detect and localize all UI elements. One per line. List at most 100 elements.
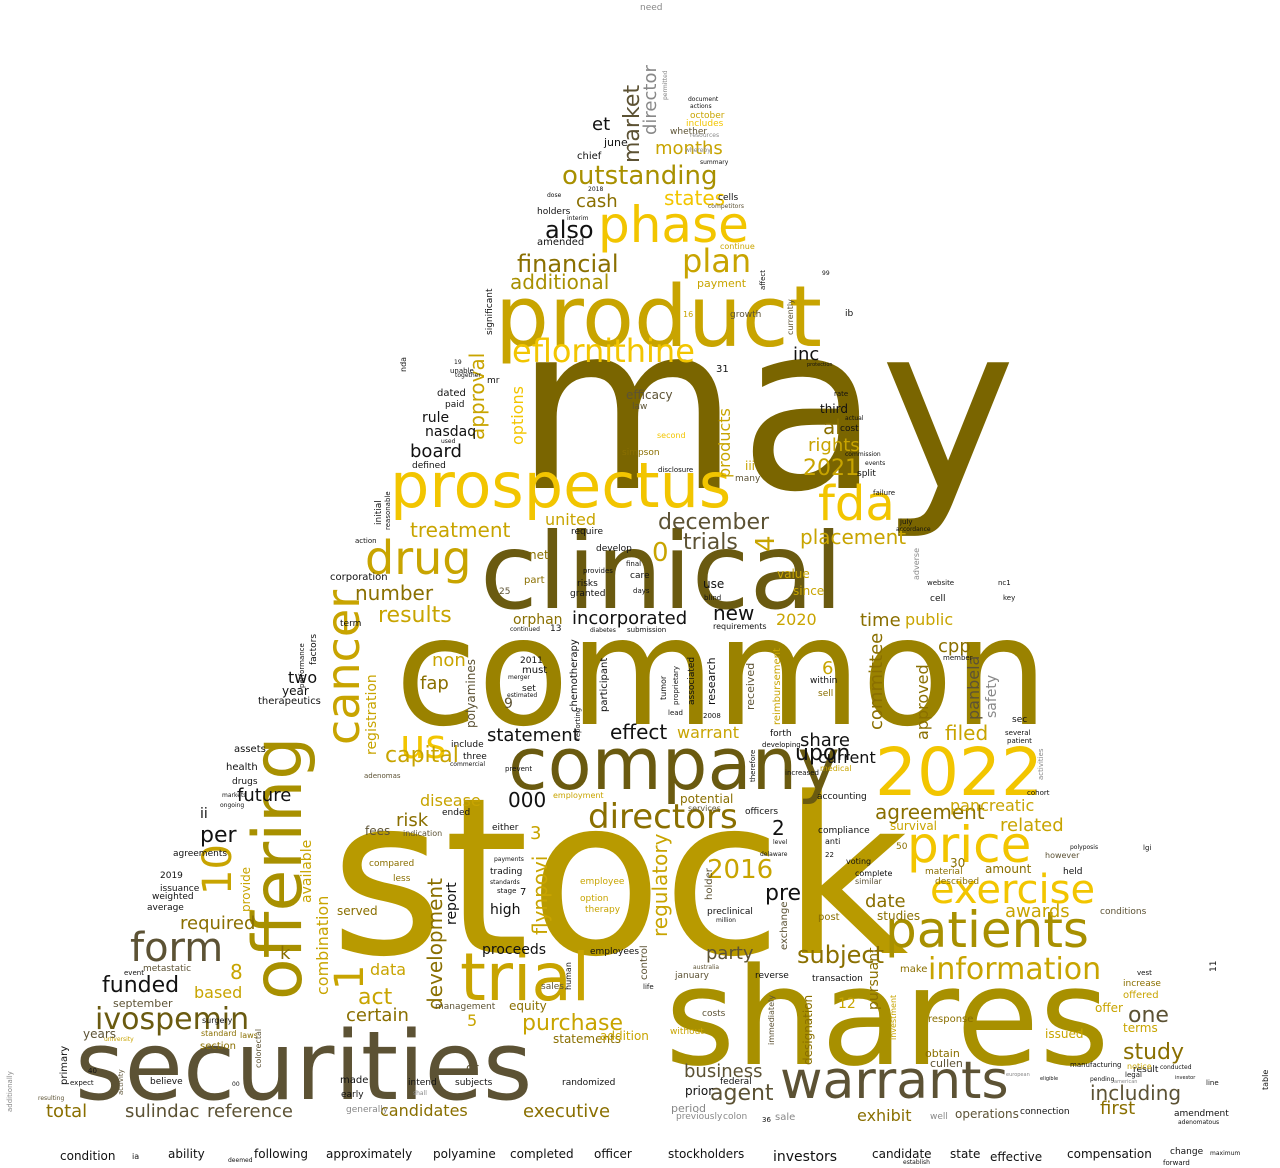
word-fees: fees — [365, 824, 391, 838]
word-actions: actions — [690, 103, 712, 110]
word-change: change — [1170, 1147, 1204, 1157]
word-employment: employment — [553, 791, 604, 800]
word-offer: offer — [1095, 1001, 1123, 1015]
word-received: received — [744, 662, 757, 710]
word-activity: activity — [117, 1069, 125, 1095]
word-actual: actual — [845, 415, 864, 422]
word-exchange: exchange — [779, 901, 790, 950]
word-transaction: transaction — [812, 974, 863, 984]
word-key: key — [1003, 594, 1016, 602]
word-proceeds: proceeds — [482, 942, 547, 958]
word-company: company — [508, 722, 840, 806]
word-federal: federal — [720, 1077, 752, 1087]
word-12: 12 — [838, 996, 856, 1012]
word-medical: medical — [820, 764, 852, 773]
word-outstanding: outstanding — [562, 161, 718, 191]
word-effect: effect — [610, 720, 668, 744]
word-assets: assets — [234, 744, 266, 755]
word-us: us — [400, 722, 447, 768]
word-includes: includes — [686, 119, 724, 129]
word-result: result — [1133, 1065, 1159, 1075]
word-currently: currently — [786, 299, 795, 335]
word-without: without — [670, 1027, 704, 1037]
word-2011: 2011 — [520, 656, 543, 666]
word-development: development — [423, 878, 447, 1010]
word-19: 19 — [454, 359, 462, 366]
word-placement: placement — [800, 525, 907, 549]
word-together: together — [455, 372, 481, 379]
word-polyposis: polyposis — [1070, 844, 1099, 851]
word-voting: voting — [846, 857, 872, 866]
word-level: level — [773, 839, 788, 846]
word-director: director — [640, 65, 661, 135]
word-ib: ib — [845, 309, 854, 319]
word-management: management — [435, 1002, 496, 1012]
word-subjects: subjects — [455, 1078, 493, 1088]
word-provides: provides — [583, 567, 613, 575]
word-filed: filed — [945, 721, 989, 745]
word-adenomatous: adenomatous — [1178, 1119, 1220, 1126]
word-stock: stock — [330, 752, 909, 1005]
word-available: available — [299, 839, 315, 903]
word-nda: nda — [399, 356, 408, 372]
word-anti: anti — [825, 837, 841, 846]
word-randomized: randomized — [562, 1078, 616, 1088]
word-committee: committee — [866, 632, 887, 730]
word-months: months — [655, 138, 723, 159]
word-stockholders: stockholders — [668, 1147, 745, 1161]
word-connection: connection — [1020, 1107, 1070, 1117]
word-set: set — [522, 684, 536, 694]
word-paid: paid — [445, 400, 465, 410]
word-ii: ii — [200, 806, 208, 822]
word-compliance: compliance — [818, 826, 870, 836]
word-prospectus: prospectus — [390, 449, 732, 522]
word-16: 16 — [683, 310, 694, 319]
word-submission: submission — [627, 626, 667, 634]
word-22: 22 — [825, 851, 834, 859]
word-polyamines: polyamines — [464, 658, 478, 728]
word-including: including — [1090, 1081, 1182, 1105]
word-officers: officers — [745, 807, 779, 817]
word-agent: agent — [710, 1081, 774, 1106]
word-2: 2 — [772, 816, 785, 840]
word-believe: believe — [150, 1077, 183, 1087]
word-third: third — [820, 402, 848, 416]
word-post: post — [818, 912, 840, 923]
word-product: product — [495, 268, 822, 367]
word-period: period — [671, 1102, 707, 1115]
word-prevent: prevent — [505, 765, 533, 773]
word-sec: sec — [1012, 715, 1028, 725]
word-financial: financial — [517, 250, 619, 278]
word-potential: potential — [680, 792, 734, 806]
word-manufacturing: manufacturing — [1070, 1061, 1122, 1069]
word-amended: amended — [537, 237, 585, 248]
word-commission: commission — [845, 451, 881, 458]
word-resources: resources — [690, 132, 720, 139]
word-cullen: cullen — [930, 1057, 963, 1070]
word-chief: chief — [577, 151, 602, 162]
word-reverse: reverse — [755, 971, 789, 981]
word-cell: cell — [930, 594, 946, 604]
word-corporation: corporation — [330, 572, 388, 583]
word-000: 000 — [508, 788, 547, 812]
word-2021: 2021 — [803, 456, 859, 481]
word-funded: funded — [102, 973, 180, 998]
word-99: 99 — [822, 270, 830, 277]
word-stage: stage — [497, 887, 517, 895]
word-sales: sales — [541, 982, 564, 992]
word-number: number — [355, 581, 434, 605]
word-additional: additional — [510, 270, 610, 294]
word-commercial: commercial — [450, 761, 485, 768]
word-business: business — [684, 1061, 763, 1082]
word-whereby: whereby — [685, 147, 711, 154]
word-human: human — [564, 962, 573, 990]
word-simpson: simpson — [622, 448, 660, 458]
word-rule: rule — [422, 410, 450, 426]
word-36: 36 — [762, 1116, 771, 1124]
word-vest: vest — [1137, 969, 1152, 977]
word-therapeutics: therapeutics — [258, 696, 321, 707]
word-sulindac: sulindac — [125, 1101, 200, 1122]
word-conditions: conditions — [1100, 907, 1147, 917]
word-candidates: candidates — [380, 1101, 468, 1120]
word-drugs: drugs — [232, 777, 258, 787]
